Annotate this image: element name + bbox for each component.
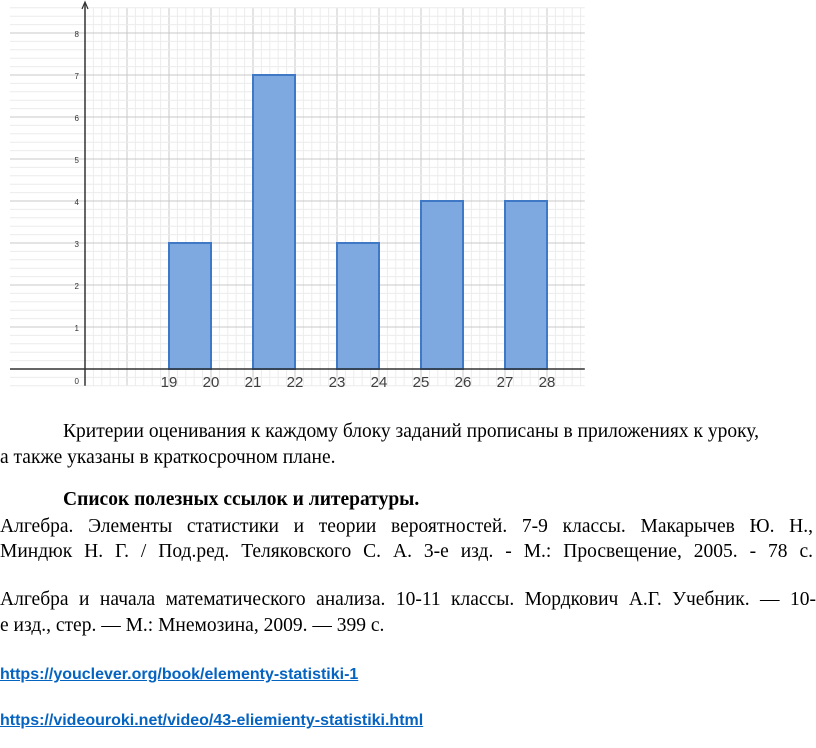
reference-1-line1: Алгебра. Элементы статистики и теории ве… bbox=[0, 516, 813, 537]
y-tick-label: 2 bbox=[75, 282, 80, 291]
histogram-bar bbox=[420, 200, 464, 370]
histogram-bar bbox=[252, 74, 296, 370]
references-heading: Список полезных ссылок и литературы. bbox=[63, 489, 420, 510]
criteria-text-line2: а также указаны в краткосрочном плане. bbox=[0, 447, 336, 468]
criteria-text-line1: Критерии оценивания к каждому блоку зада… bbox=[63, 421, 759, 442]
y-tick-label: 3 bbox=[75, 240, 80, 249]
x-tick-label: 21 bbox=[245, 374, 262, 391]
x-tick-label: 26 bbox=[455, 374, 472, 391]
x-tick-label: 28 bbox=[539, 374, 556, 391]
x-tick-label: 23 bbox=[329, 374, 346, 391]
link-videouroki[interactable]: https://videouroki.net/video/43-eliemien… bbox=[0, 712, 424, 729]
reference-2-line1: Алгебра и начала математического анализа… bbox=[0, 589, 816, 610]
reference-1-line2: Миндюк Н. Г. / Под.ред. Теляковского С. … bbox=[0, 541, 813, 562]
x-tick-label: 24 bbox=[371, 374, 388, 391]
y-tick-label: 1 bbox=[75, 324, 80, 333]
histogram-bar bbox=[168, 242, 212, 370]
link-youclever[interactable]: https://youclever.org/book/elementy-stat… bbox=[0, 666, 359, 683]
histogram-bar bbox=[504, 200, 548, 370]
y-tick-label: 6 bbox=[75, 114, 80, 123]
histogram-bar bbox=[336, 242, 380, 370]
y-tick-label: 7 bbox=[75, 72, 80, 81]
x-tick-label: 19 bbox=[161, 374, 178, 391]
y-tick-label: 8 bbox=[75, 30, 80, 39]
y-axis-arrow-icon bbox=[81, 0, 89, 10]
x-tick-label: 27 bbox=[497, 374, 514, 391]
x-tick-label: 20 bbox=[203, 374, 220, 391]
x-tick-label: 25 bbox=[413, 374, 430, 391]
y-tick-label: 4 bbox=[75, 198, 80, 207]
y-tick-label: 5 bbox=[75, 156, 80, 165]
x-tick-label: 22 bbox=[287, 374, 304, 391]
reference-2-line2: е изд., стер. — М.: Мнемозина, 2009. — 3… bbox=[0, 615, 385, 636]
y-tick-label: 0 bbox=[75, 377, 80, 386]
